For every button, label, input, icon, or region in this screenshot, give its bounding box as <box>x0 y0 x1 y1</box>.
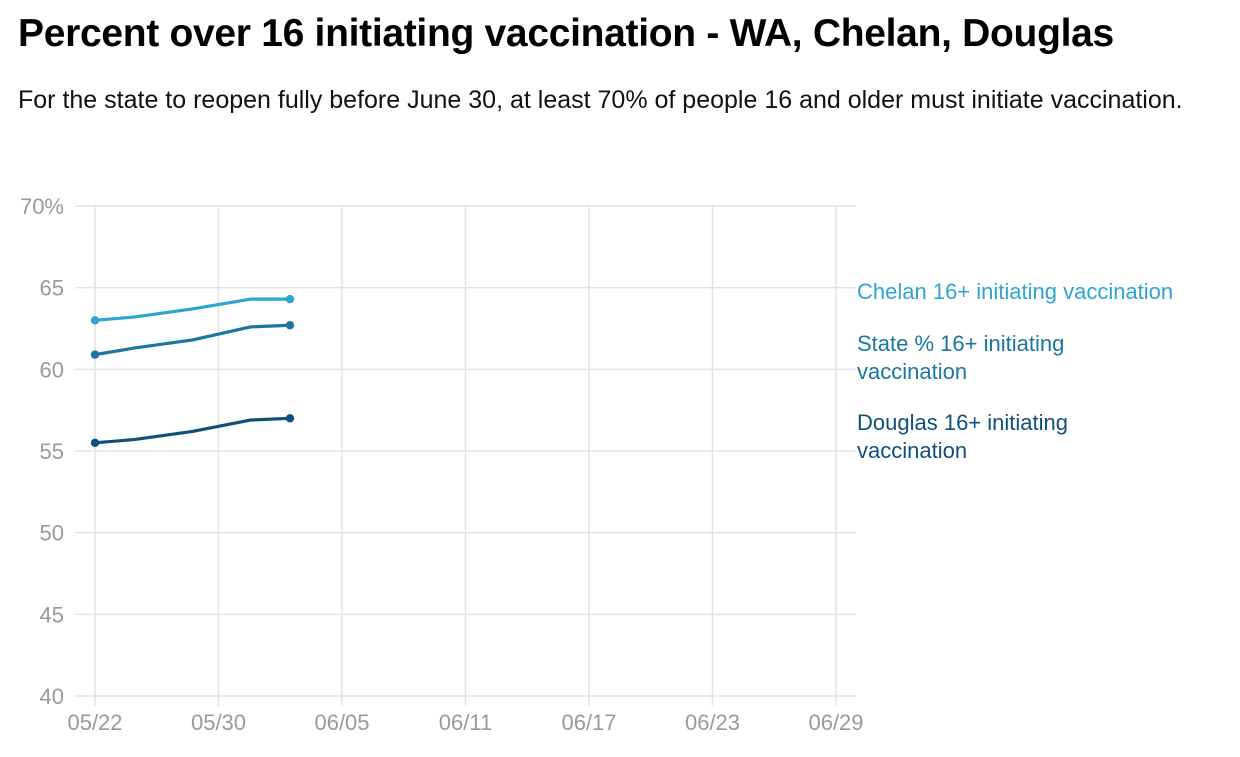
y-tick-label: 65 <box>40 276 64 301</box>
x-tick-label: 06/23 <box>685 710 740 735</box>
x-axis-ticks: 05/22 05/30 06/05 06/11 06/17 06/23 06/29 <box>67 710 863 735</box>
series-line <box>93 323 292 357</box>
series-2 <box>90 321 295 359</box>
legend-label: Chelan 16+ initiating vaccination <box>857 279 1173 304</box>
series-endpoint <box>285 414 295 423</box>
y-axis-ticks: 70% 65 60 55 50 45 40 <box>20 194 64 709</box>
x-tick-label: 06/11 <box>439 710 492 735</box>
y-tick-label: 45 <box>40 602 64 627</box>
series-line <box>93 297 292 322</box>
y-tick-label: 50 <box>40 521 64 546</box>
legend-label: Douglas 16+ initiating vaccination <box>857 410 1068 463</box>
x-tick-label: 06/29 <box>808 710 863 735</box>
legend: Chelan 16+ initiating vaccination State %… <box>857 279 1173 463</box>
series-endpoint <box>285 294 295 304</box>
y-tick-label: 60 <box>40 357 64 382</box>
y-tick-label: 40 <box>40 684 64 709</box>
x-tick-label: 05/30 <box>191 710 246 735</box>
series-endpoint <box>90 316 100 325</box>
x-tick-label: 06/05 <box>314 710 369 735</box>
y-tick-label: 70% <box>20 194 64 219</box>
series <box>90 294 295 448</box>
series-line <box>93 416 292 445</box>
series-endpoint <box>90 350 100 359</box>
grid <box>75 205 856 706</box>
y-tick-label: 55 <box>40 439 64 464</box>
chart-title: Percent over 16 initiating vaccination -… <box>18 12 1114 55</box>
series-3 <box>90 414 295 448</box>
series-1 <box>90 294 295 325</box>
x-tick-label: 05/22 <box>67 710 122 735</box>
chart-subtitle: For the state to reopen fully before Jun… <box>18 86 1183 114</box>
series-endpoint <box>285 321 295 330</box>
x-tick-label: 06/17 <box>561 710 616 735</box>
legend-label: State % 16+ initiating vaccination <box>857 331 1064 384</box>
series-endpoint <box>90 438 100 448</box>
